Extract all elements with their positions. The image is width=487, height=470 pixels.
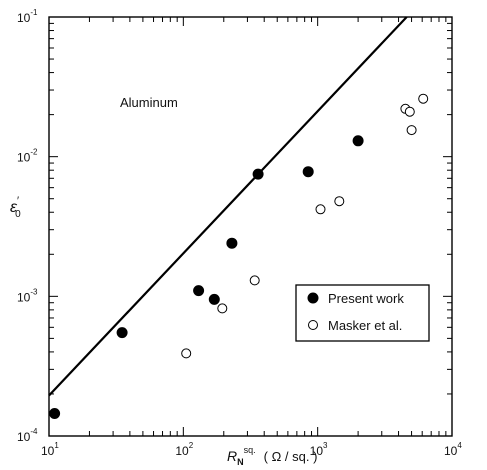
- point-masker: [181, 348, 192, 359]
- x-axis-ticks: 101 102 103 104: [41, 17, 462, 458]
- y-tick-label: 10-3: [17, 287, 38, 304]
- y-axis-label: ε′ 0: [10, 195, 21, 220]
- legend-marker-present-work: [307, 292, 319, 304]
- y-axis-ticks: 10-4 10-3 10-2 10-1: [17, 8, 452, 444]
- point-present-work: [193, 285, 205, 297]
- point-masker: [334, 196, 345, 207]
- point-present-work: [116, 327, 128, 339]
- legend-marker-masker: [308, 320, 318, 330]
- point-masker: [404, 106, 415, 117]
- legend: Present work Masker et al.: [295, 284, 430, 342]
- legend-box: [295, 284, 430, 342]
- point-present-work: [252, 168, 264, 180]
- y-tick-label: 10-4: [17, 427, 38, 444]
- point-masker: [406, 125, 417, 136]
- theory-lines: [48, 16, 408, 397]
- theory-line: [48, 16, 408, 397]
- plot-border: [48, 16, 453, 437]
- plot-frame: [48, 16, 453, 437]
- data-points: [49, 93, 429, 419]
- legend-label-masker: Masker et al.: [328, 318, 402, 333]
- x-tick-label: 101: [41, 441, 59, 458]
- legend-label-present-work: Present work: [328, 291, 404, 306]
- x-axis-label: RNsq.( Ω / sq. ): [227, 445, 317, 467]
- point-present-work: [208, 293, 220, 305]
- x-tick-label: 104: [444, 441, 462, 458]
- point-masker: [315, 204, 326, 215]
- x-tick-label: 102: [175, 441, 193, 458]
- point-present-work: [302, 166, 314, 178]
- y-tick-label: 10-2: [17, 148, 38, 165]
- point-masker: [217, 303, 228, 314]
- aluminum-annotation: Aluminum: [120, 95, 178, 110]
- point-present-work: [49, 408, 61, 419]
- point-masker: [418, 93, 429, 104]
- y-tick-label: 10-1: [17, 8, 38, 25]
- point-present-work: [352, 135, 364, 147]
- point-masker: [249, 275, 260, 286]
- x-tick-label: 103: [310, 441, 328, 458]
- point-present-work: [226, 237, 238, 249]
